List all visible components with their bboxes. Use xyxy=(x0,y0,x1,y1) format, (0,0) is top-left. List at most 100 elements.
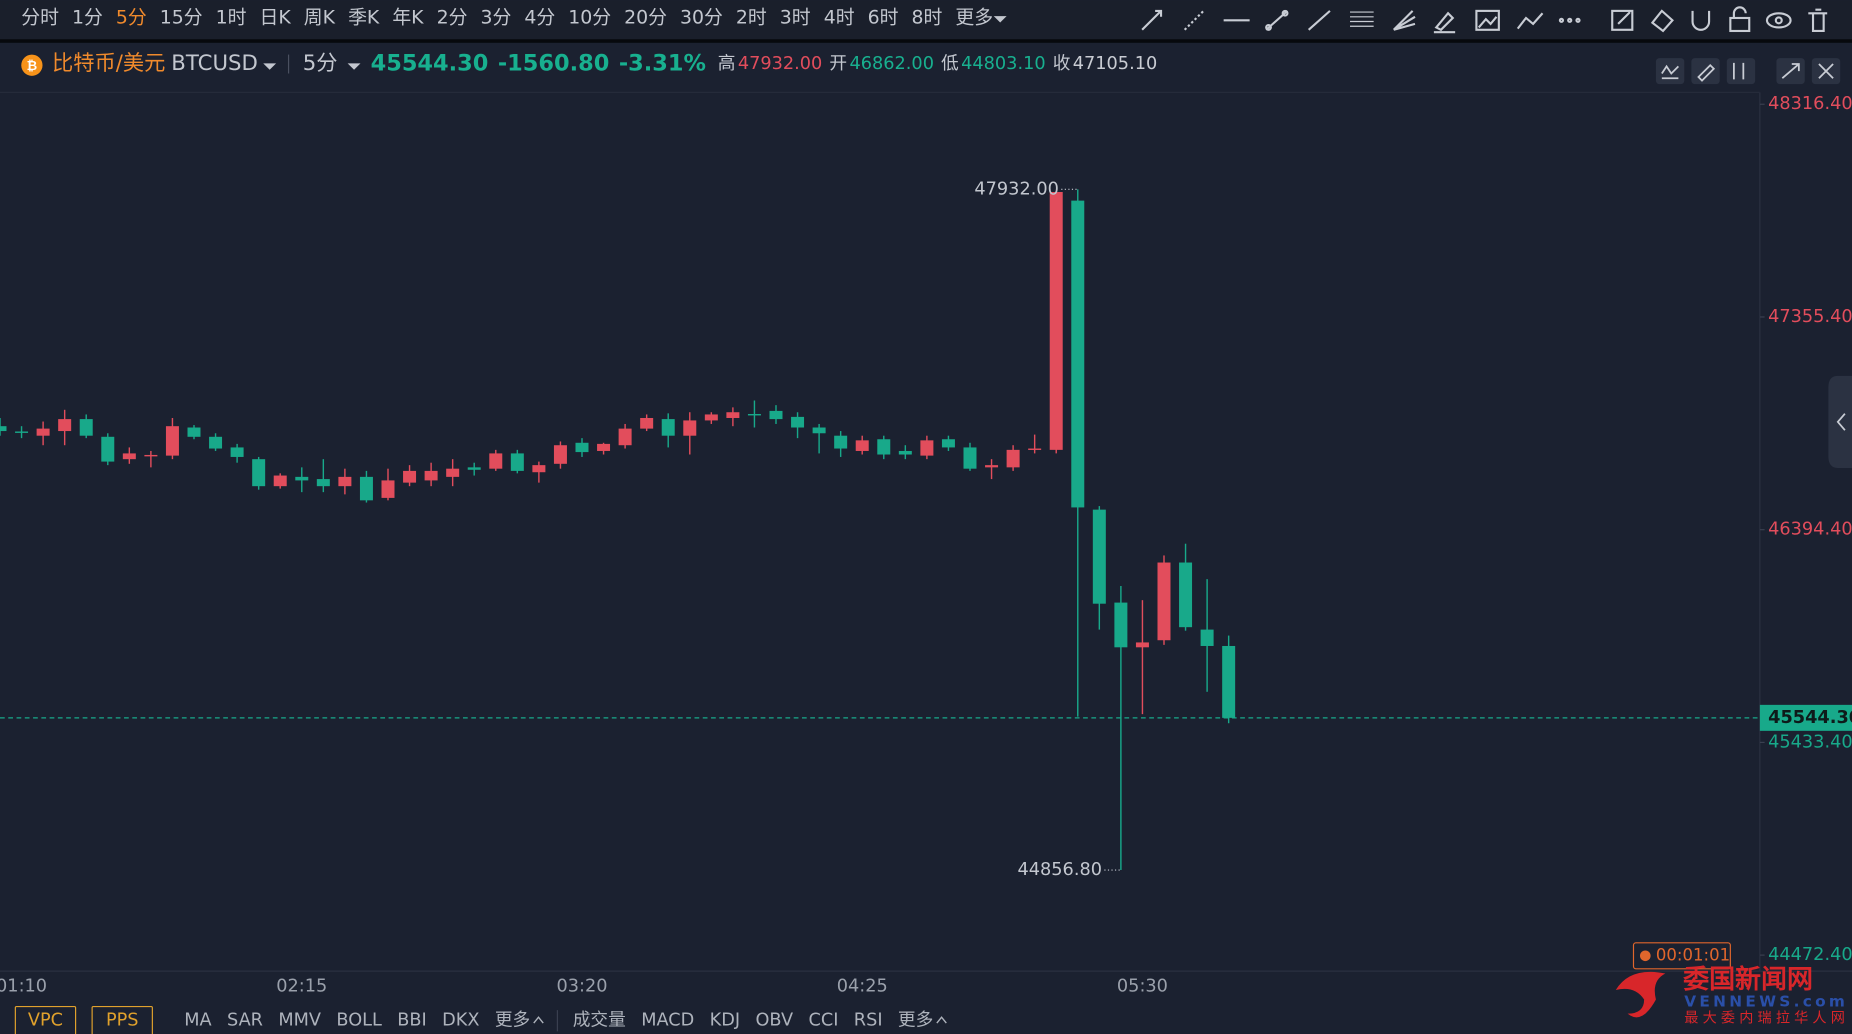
stat-value: 44803.10 xyxy=(961,54,1045,74)
candle-body xyxy=(446,468,460,477)
candle-body xyxy=(252,459,266,487)
candle-body xyxy=(122,453,136,460)
period-tab[interactable]: 1时 xyxy=(216,6,247,28)
last-price-badge xyxy=(1759,704,1852,731)
period-tab[interactable]: 10分 xyxy=(568,6,611,28)
period-tab[interactable]: 3分 xyxy=(480,6,511,28)
indicator-tab[interactable]: BOLL xyxy=(336,1011,382,1031)
expand-arrow xyxy=(533,1016,544,1024)
candle-body xyxy=(144,454,158,457)
candle-body xyxy=(0,426,7,432)
candle-body xyxy=(661,419,675,436)
period-tab[interactable]: 6时 xyxy=(868,6,899,28)
indicator-label[interactable]: PPS xyxy=(106,1011,139,1031)
indicator-tab[interactable]: OBV xyxy=(755,1011,793,1031)
candle-body xyxy=(316,479,330,487)
toolbar-divider xyxy=(0,39,1852,43)
stat-label: 高 xyxy=(718,53,736,74)
last-price-label: 45544.30 xyxy=(1768,708,1852,728)
dropdown-arrow xyxy=(347,63,361,70)
indicator-tab[interactable]: DKX xyxy=(442,1011,479,1031)
candle-body xyxy=(812,427,826,434)
candle-body xyxy=(424,470,438,481)
candle-body xyxy=(683,420,697,436)
side-panel-toggle[interactable] xyxy=(1828,375,1852,468)
candle-body xyxy=(941,439,955,448)
drawing-tools[interactable] xyxy=(1141,6,1828,34)
period-tab[interactable]: 3时 xyxy=(780,6,811,28)
candle-body xyxy=(489,453,503,469)
period-tab[interactable]: 2分 xyxy=(437,6,468,28)
stat-label: 低 xyxy=(941,53,959,74)
candle-body xyxy=(791,416,805,428)
change-pct: -3.31% xyxy=(619,51,706,77)
indicator-button[interactable] xyxy=(91,1005,153,1034)
indicator-tab[interactable]: SAR xyxy=(227,1011,263,1031)
indicator-tab[interactable]: MA xyxy=(184,1011,211,1031)
period: 5分 xyxy=(303,51,338,76)
period-tab[interactable]: 4分 xyxy=(524,6,555,28)
asset-name: 比特币/美元 xyxy=(52,51,165,76)
x-tick-label: 04:25 xyxy=(837,976,888,996)
period-tab[interactable]: 周K xyxy=(304,6,336,28)
indicator-tab[interactable]: MMV xyxy=(278,1011,321,1031)
indicator-tab[interactable]: MACD xyxy=(641,1011,694,1031)
candle-body xyxy=(855,440,869,451)
candle-body xyxy=(209,436,223,449)
indicator-more[interactable]: 更多 xyxy=(495,1010,530,1031)
candle-body xyxy=(1028,448,1042,450)
more-button[interactable]: 更多 xyxy=(955,6,993,28)
period-tab[interactable]: 30分 xyxy=(680,6,723,28)
period-tab[interactable]: 5分 xyxy=(116,6,147,28)
period-tab[interactable]: 20分 xyxy=(624,6,667,28)
x-tick-label: 05:30 xyxy=(1117,976,1168,996)
candle-body xyxy=(273,475,287,487)
change: -1560.80 xyxy=(498,51,610,77)
period-tab[interactable]: 1分 xyxy=(72,6,103,28)
candle-body xyxy=(597,443,611,451)
candle-body xyxy=(510,453,524,471)
indicator-more[interactable]: 更多 xyxy=(898,1010,933,1031)
x-tick-label: 03:20 xyxy=(556,976,607,996)
stat-label: 开 xyxy=(829,54,847,74)
extreme-label: 44856.80 xyxy=(1018,860,1102,880)
candle-body xyxy=(165,426,179,456)
candle-body xyxy=(1157,562,1171,641)
candle-body xyxy=(1049,191,1063,450)
candle-body xyxy=(1092,509,1106,604)
countdown: 00:01:01 xyxy=(1656,945,1730,964)
coin-icon xyxy=(21,54,43,76)
period-tab[interactable]: 8时 xyxy=(911,6,942,28)
dropdown-arrow xyxy=(993,16,1007,23)
candle-body xyxy=(295,476,309,481)
period-tab[interactable]: 4时 xyxy=(824,6,855,28)
dropdown-arrow xyxy=(263,63,277,70)
period-tab[interactable]: 季K xyxy=(348,6,380,28)
indicator-label[interactable]: VPC xyxy=(28,1011,63,1031)
candle-body xyxy=(403,470,417,483)
asset-symbol: BTCUSD xyxy=(171,51,258,76)
toggle-arrow xyxy=(1836,413,1846,431)
indicator-tab[interactable]: BBI xyxy=(397,1011,427,1031)
period-tab[interactable]: 年K xyxy=(392,6,424,28)
x-tick-label: 01:10 xyxy=(0,976,47,996)
candle-body xyxy=(963,447,977,469)
indicator-tab[interactable]: CCI xyxy=(808,1011,838,1031)
chart-controls[interactable] xyxy=(1655,58,1841,85)
period-tab[interactable]: 15分 xyxy=(160,6,203,28)
indicator-tab[interactable]: RSI xyxy=(854,1011,883,1031)
period-tab[interactable]: 日K xyxy=(260,6,292,28)
candle-body xyxy=(618,428,632,446)
period-tab[interactable]: 分时 xyxy=(21,6,59,28)
indicator-tab[interactable]: KDJ xyxy=(710,1011,740,1031)
candle-body xyxy=(1071,200,1085,508)
x-tick-label: 02:15 xyxy=(276,976,327,996)
indicator-tab[interactable]: 成交量 xyxy=(573,1010,626,1031)
indicator-button[interactable] xyxy=(14,1005,77,1034)
period-tab[interactable]: 2时 xyxy=(736,6,767,28)
watermark-site: VENNEWS.com xyxy=(1684,992,1845,1010)
candle-body xyxy=(640,417,654,429)
